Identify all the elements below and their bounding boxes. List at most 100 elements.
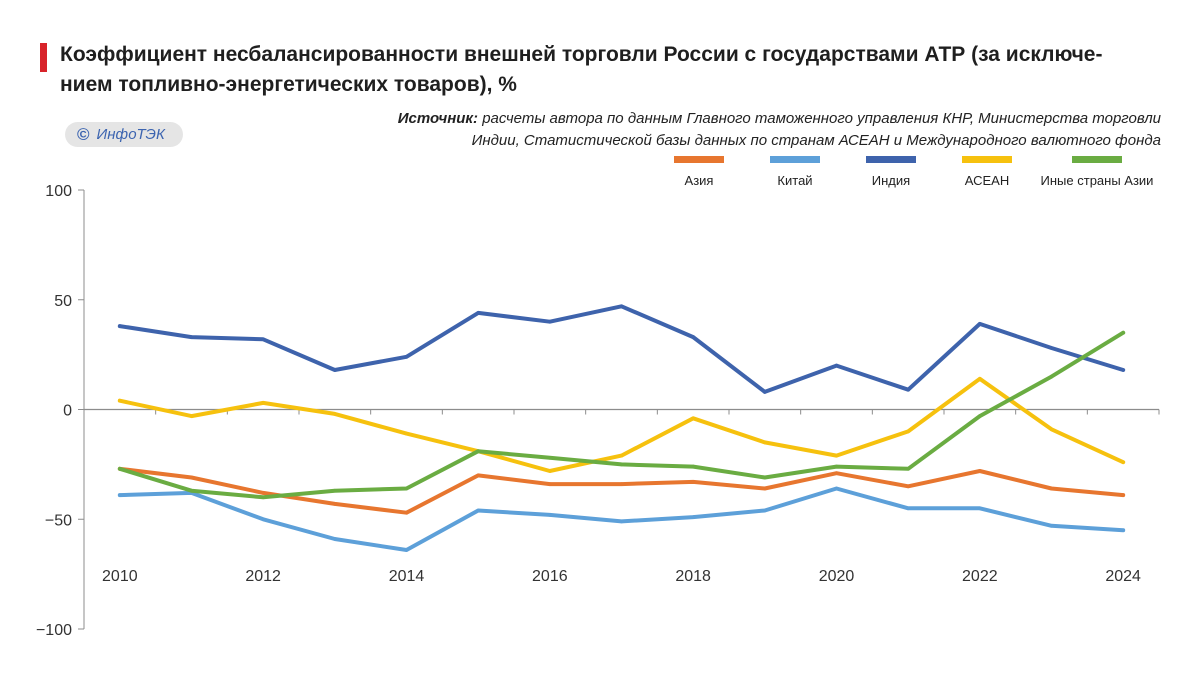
source-text-1: расчеты автора по данным Главного таможе… <box>482 110 1161 127</box>
data-point-other-asia <box>834 464 839 469</box>
legend-swatch-asia <box>674 156 724 163</box>
data-point-india <box>548 319 552 324</box>
data-point-asean <box>619 453 624 458</box>
title-accent-bar <box>40 43 47 72</box>
data-point-asean <box>261 401 266 405</box>
data-point-other-asia <box>691 464 695 469</box>
data-point-asia <box>189 475 194 480</box>
data-point-other-asia <box>763 475 767 480</box>
source-label: Источник: <box>397 110 479 127</box>
data-point-china <box>548 513 552 517</box>
x-tick-label: 2010 <box>102 568 138 585</box>
source-text-2: Индии, Статистической базы данных по стр… <box>471 132 1161 149</box>
x-tick-label: 2020 <box>819 568 855 585</box>
data-point-asia <box>763 486 767 491</box>
copyright-icon: © <box>77 125 90 144</box>
data-point-asean <box>763 440 767 445</box>
data-point-india <box>261 337 266 342</box>
legend-label-asia: Азия <box>684 173 714 188</box>
data-point-asean <box>978 377 982 381</box>
data-point-asia <box>404 510 409 515</box>
data-point-asia <box>834 471 839 476</box>
source-note: Источник: расчеты автора по данным Главн… <box>398 108 1161 152</box>
data-point-asean <box>691 416 695 421</box>
x-tick-label: 2014 <box>389 568 425 585</box>
data-point-asia <box>476 473 481 478</box>
data-point-china <box>906 506 910 511</box>
legend-swatch-india <box>866 156 916 163</box>
data-point-other-asia <box>1121 330 1125 335</box>
data-point-other-asia <box>978 414 982 418</box>
data-point-asia <box>548 482 552 486</box>
series-line-asia <box>117 466 1126 515</box>
data-point-china <box>261 517 266 522</box>
legend-item-asia: Азия <box>651 156 747 188</box>
data-point-india <box>1121 368 1125 372</box>
data-point-other-asia <box>906 467 910 471</box>
data-point-other-asia <box>118 467 122 471</box>
data-point-china <box>1121 528 1125 532</box>
y-tick-label: 0 <box>63 403 72 420</box>
y-tick-label: −100 <box>36 622 72 639</box>
chart-title-line-1: Коэффициент несбалансированности внешней… <box>60 43 1103 66</box>
data-point-asia <box>333 502 337 506</box>
data-point-asia <box>261 491 266 495</box>
data-point-india <box>1049 346 1054 350</box>
y-tick-label: −50 <box>45 512 72 529</box>
data-point-china <box>978 506 982 511</box>
y-axis-labels: 100 50 0 −50 −100 <box>36 183 72 639</box>
data-point-china <box>404 548 409 552</box>
data-point-other-asia <box>619 462 624 467</box>
chart-axes <box>78 189 1160 630</box>
data-point-china <box>834 486 839 491</box>
data-point-asean <box>404 431 409 436</box>
chart-title: Коэффициент несбалансированности внешней… <box>60 40 1102 100</box>
legend-item-india: Индия <box>843 156 939 188</box>
series-lines <box>117 304 1126 552</box>
data-point-asean <box>189 414 194 418</box>
data-point-asean <box>906 429 910 434</box>
data-point-other-asia <box>333 488 337 493</box>
data-point-india <box>834 363 839 368</box>
data-point-asia <box>906 484 910 489</box>
legend-label-asean: АСЕАН <box>964 173 1010 188</box>
y-tick-label: 50 <box>54 293 72 310</box>
data-point-china <box>333 537 337 541</box>
source-line-1: Источник: расчеты автора по данным Главн… <box>398 108 1161 130</box>
data-point-asia <box>1049 486 1054 491</box>
data-point-india <box>404 355 409 359</box>
data-point-china <box>118 493 122 497</box>
legend-label-other-asia: Иные страны Азии <box>1040 173 1154 188</box>
data-point-china <box>619 519 624 524</box>
legend-swatch-asean <box>962 156 1012 163</box>
data-point-india <box>906 387 910 392</box>
infotek-logo: © ИнфоТЭК <box>65 122 183 147</box>
data-point-india <box>691 335 695 339</box>
data-point-asia <box>1121 493 1125 497</box>
legend-item-china: Китай <box>747 156 843 188</box>
logo-text: ИнфоТЭК <box>96 126 165 143</box>
legend-swatch-other-asia <box>1072 156 1122 163</box>
data-point-asean <box>1121 460 1125 465</box>
data-point-asia <box>619 482 624 486</box>
data-point-other-asia <box>548 456 552 460</box>
data-point-india <box>476 311 481 315</box>
x-tick-label: 2024 <box>1105 568 1141 585</box>
data-point-other-asia <box>189 488 194 493</box>
legend-label-china: Китай <box>777 173 813 188</box>
data-point-india <box>333 368 337 372</box>
x-axis-labels: 2010 2012 2014 2016 2018 2020 2022 2024 <box>102 568 1141 585</box>
data-point-other-asia <box>1049 374 1054 379</box>
data-point-asean <box>118 398 122 403</box>
data-point-other-asia <box>261 495 266 500</box>
data-point-asean <box>834 453 839 458</box>
x-tick-label: 2018 <box>675 568 711 585</box>
data-point-china <box>1049 524 1054 528</box>
data-point-india <box>978 322 982 326</box>
legend-item-other-asia: Иные страны Азии <box>1035 156 1159 188</box>
data-point-china <box>476 508 481 513</box>
series-line-india <box>117 304 1126 394</box>
data-point-asia <box>691 480 695 484</box>
